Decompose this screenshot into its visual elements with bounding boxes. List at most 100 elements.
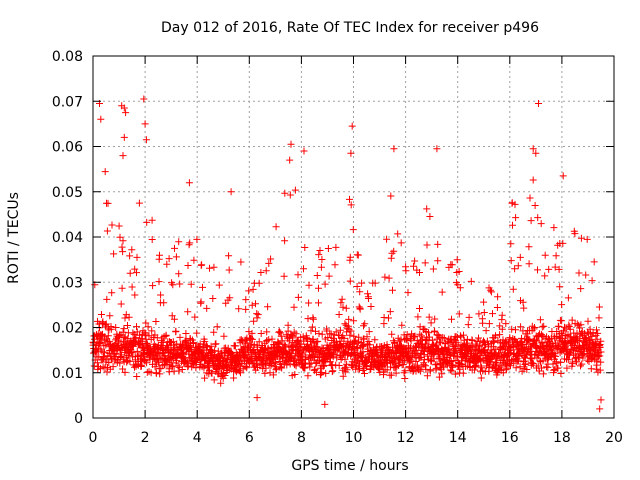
data-point: [526, 194, 534, 202]
data-point: [540, 351, 548, 359]
data-point: [315, 251, 323, 259]
data-point: [496, 331, 504, 339]
data-point: [355, 333, 363, 341]
data-point: [220, 332, 228, 340]
data-point: [347, 327, 355, 335]
data-point: [510, 359, 518, 367]
data-point: [390, 247, 398, 255]
data-point: [596, 342, 603, 350]
data-point: [554, 364, 562, 372]
data-point: [522, 360, 529, 368]
data-point: [103, 295, 111, 303]
data-point: [597, 396, 605, 404]
data-point: [169, 281, 177, 289]
data-point: [335, 311, 343, 318]
data-point: [168, 312, 176, 320]
data-point: [367, 365, 375, 373]
data-point: [571, 354, 579, 362]
data-point: [385, 274, 393, 282]
data-point: [346, 253, 354, 261]
data-point: [387, 371, 395, 379]
data-point: [596, 405, 604, 413]
data-point: [595, 314, 603, 322]
data-point: [112, 324, 120, 331]
data-point: [145, 332, 153, 340]
data-point: [516, 253, 524, 261]
data-point: [534, 214, 542, 222]
data-point: [552, 252, 560, 260]
data-point: [431, 361, 439, 369]
data-point: [264, 303, 272, 311]
data-point: [313, 272, 321, 279]
data-point: [365, 328, 373, 336]
data-point: [426, 213, 434, 220]
data-point: [276, 328, 283, 336]
data-point: [347, 201, 355, 209]
data-point: [288, 350, 296, 358]
data-point: [90, 362, 98, 370]
data-point: [126, 357, 134, 365]
data-point: [128, 246, 136, 254]
data-point: [257, 269, 265, 276]
data-point: [483, 337, 491, 345]
data-point: [330, 350, 337, 358]
data-point: [286, 191, 294, 199]
data-point: [383, 366, 391, 374]
data-point: [286, 156, 294, 164]
data-point: [248, 301, 256, 309]
data-point: [460, 331, 467, 339]
data-point: [210, 263, 218, 271]
data-point: [453, 256, 461, 264]
data-point: [339, 303, 347, 311]
data-point: [225, 252, 233, 260]
data-point: [552, 358, 560, 366]
data-point: [534, 266, 541, 274]
data-point: [332, 243, 340, 251]
data-point: [545, 265, 553, 273]
data-point: [527, 217, 535, 225]
data-point: [176, 333, 184, 341]
data-point: [300, 265, 307, 273]
data-point: [193, 235, 201, 243]
data-point: [280, 272, 288, 280]
data-point: [531, 324, 538, 331]
data-point: [448, 367, 456, 375]
data-point: [254, 311, 262, 319]
data-point: [425, 333, 433, 341]
data-point: [224, 344, 232, 352]
data-point: [105, 338, 113, 346]
data-point: [335, 362, 343, 369]
data-point: [340, 334, 348, 342]
data-point: [318, 330, 326, 338]
data-point: [308, 323, 316, 331]
data-point: [162, 331, 170, 339]
data-point: [449, 361, 457, 369]
data-point: [217, 379, 225, 387]
data-point: [197, 298, 205, 306]
data-point: [531, 202, 539, 209]
data-point: [467, 277, 475, 285]
data-point: [148, 236, 156, 243]
data-point: [201, 374, 209, 382]
data-point: [529, 360, 537, 368]
data-point: [255, 338, 263, 346]
data-point: [577, 285, 585, 293]
data-point: [390, 145, 398, 153]
x-tick-label: 4: [193, 430, 202, 446]
data-point: [336, 326, 344, 334]
data-point: [439, 334, 447, 341]
data-point: [131, 291, 139, 299]
data-point: [456, 284, 464, 292]
data-point: [527, 354, 535, 362]
data-point: [121, 314, 129, 322]
data-point: [165, 368, 173, 376]
data-point: [503, 365, 511, 373]
data-point: [433, 360, 441, 368]
data-point: [168, 363, 176, 371]
data-point: [126, 252, 134, 260]
data-point: [268, 335, 276, 343]
data-point: [425, 313, 433, 321]
data-point: [509, 221, 516, 229]
data-point: [272, 366, 280, 374]
